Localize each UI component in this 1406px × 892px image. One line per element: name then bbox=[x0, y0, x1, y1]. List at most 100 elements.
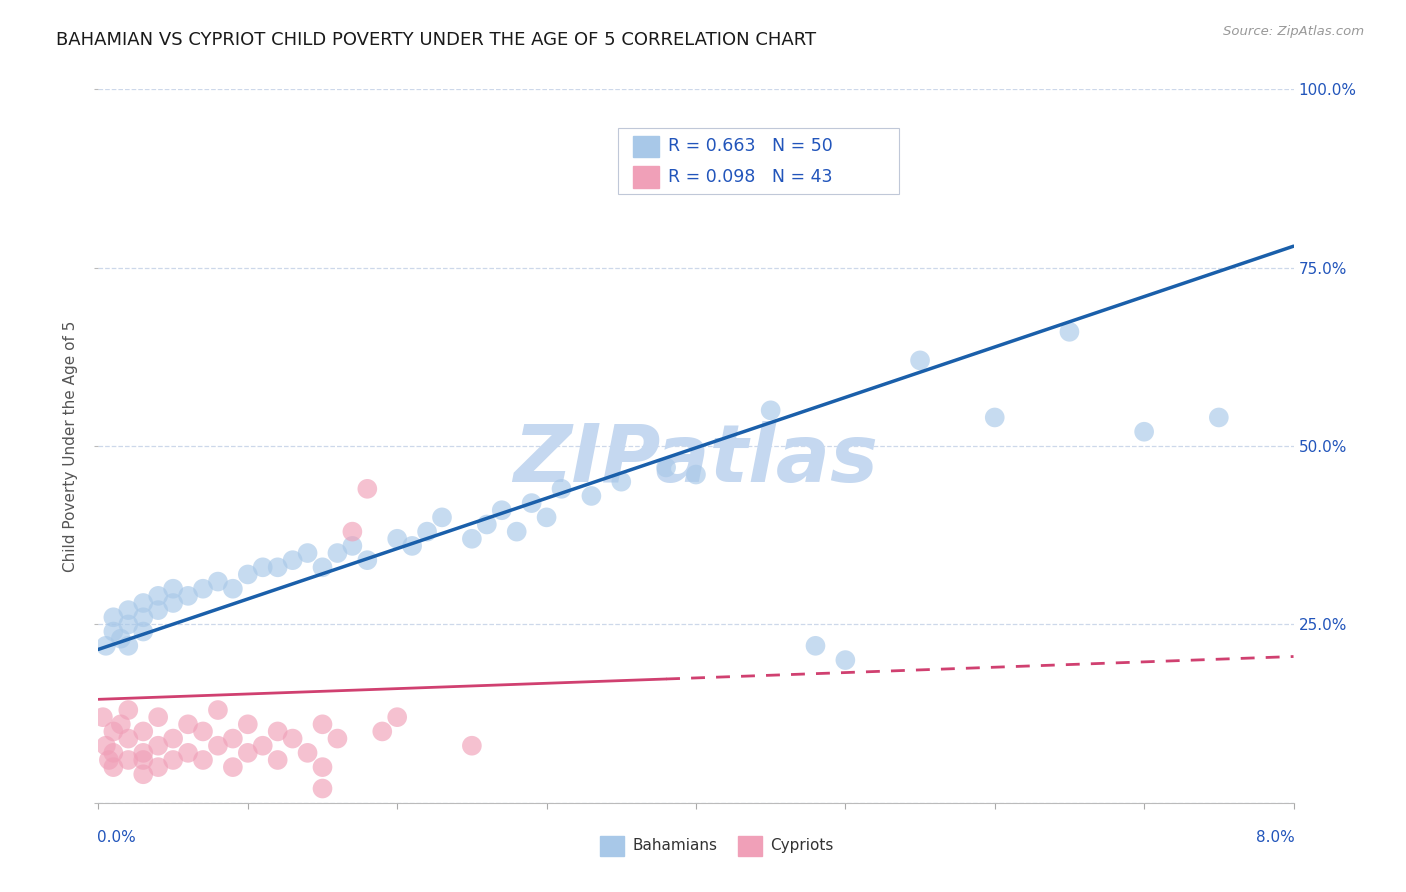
Point bbox=[236, 717, 259, 731]
Point bbox=[655, 460, 678, 475]
Point bbox=[461, 532, 484, 546]
Text: R = 0.663   N = 50: R = 0.663 N = 50 bbox=[668, 137, 834, 155]
Point bbox=[401, 539, 423, 553]
Point bbox=[416, 524, 439, 539]
Point bbox=[297, 746, 319, 760]
Point bbox=[834, 653, 856, 667]
Point bbox=[461, 739, 484, 753]
Point bbox=[297, 546, 319, 560]
Point bbox=[191, 582, 214, 596]
Point bbox=[252, 739, 274, 753]
Bar bbox=[738, 837, 762, 856]
Point bbox=[326, 546, 349, 560]
Point bbox=[117, 603, 139, 617]
Point bbox=[103, 610, 125, 624]
Point bbox=[342, 524, 364, 539]
Point bbox=[117, 703, 139, 717]
Point bbox=[103, 746, 125, 760]
Point bbox=[385, 532, 409, 546]
Point bbox=[1208, 410, 1230, 425]
Point bbox=[520, 496, 543, 510]
Point bbox=[356, 553, 378, 567]
Point bbox=[162, 753, 184, 767]
Point bbox=[117, 731, 139, 746]
Point bbox=[236, 746, 259, 760]
Point bbox=[984, 410, 1007, 425]
Point bbox=[371, 724, 394, 739]
Point bbox=[162, 596, 184, 610]
Point bbox=[148, 710, 170, 724]
Point bbox=[252, 560, 274, 574]
Point bbox=[132, 624, 155, 639]
Point bbox=[191, 753, 214, 767]
Point bbox=[267, 753, 290, 767]
Text: Cypriots: Cypriots bbox=[770, 838, 834, 853]
Point bbox=[94, 739, 117, 753]
Point bbox=[117, 617, 139, 632]
FancyBboxPatch shape bbox=[619, 128, 900, 194]
Point bbox=[94, 639, 117, 653]
Point bbox=[804, 639, 827, 653]
Point bbox=[132, 767, 155, 781]
Point bbox=[148, 589, 170, 603]
Bar bbox=[600, 837, 624, 856]
Text: R = 0.098   N = 43: R = 0.098 N = 43 bbox=[668, 168, 832, 186]
Point bbox=[207, 574, 229, 589]
Point bbox=[177, 717, 200, 731]
Point bbox=[177, 589, 200, 603]
Point bbox=[207, 703, 229, 717]
Point bbox=[148, 739, 170, 753]
Point bbox=[356, 482, 378, 496]
Point bbox=[550, 482, 572, 496]
Point bbox=[236, 567, 259, 582]
Text: BAHAMIAN VS CYPRIOT CHILD POVERTY UNDER THE AGE OF 5 CORRELATION CHART: BAHAMIAN VS CYPRIOT CHILD POVERTY UNDER … bbox=[56, 31, 817, 49]
Point bbox=[326, 731, 349, 746]
Point bbox=[1059, 325, 1081, 339]
Point bbox=[281, 553, 304, 567]
Point bbox=[311, 781, 333, 796]
Point bbox=[177, 746, 200, 760]
Point bbox=[110, 632, 132, 646]
Bar bbox=[633, 136, 659, 157]
Point bbox=[110, 717, 132, 731]
Text: 0.0%: 0.0% bbox=[97, 830, 136, 845]
Point bbox=[132, 746, 155, 760]
Point bbox=[132, 724, 155, 739]
Point bbox=[97, 753, 120, 767]
Point bbox=[191, 724, 214, 739]
Point bbox=[311, 560, 333, 574]
Point bbox=[222, 582, 245, 596]
Text: Source: ZipAtlas.com: Source: ZipAtlas.com bbox=[1223, 25, 1364, 38]
Point bbox=[148, 760, 170, 774]
Point bbox=[91, 710, 114, 724]
Y-axis label: Child Poverty Under the Age of 5: Child Poverty Under the Age of 5 bbox=[63, 320, 79, 572]
Point bbox=[311, 717, 333, 731]
Point bbox=[162, 582, 184, 596]
Point bbox=[132, 753, 155, 767]
Point bbox=[267, 724, 290, 739]
Point bbox=[311, 760, 333, 774]
Point bbox=[385, 710, 409, 724]
Point bbox=[491, 503, 513, 517]
Point bbox=[162, 731, 184, 746]
Point bbox=[103, 724, 125, 739]
Point bbox=[267, 560, 290, 574]
Point bbox=[759, 403, 782, 417]
Point bbox=[281, 731, 304, 746]
Point bbox=[207, 739, 229, 753]
Point bbox=[132, 610, 155, 624]
Point bbox=[148, 603, 170, 617]
Bar bbox=[633, 166, 659, 187]
Point bbox=[1133, 425, 1156, 439]
Text: 8.0%: 8.0% bbox=[1256, 830, 1295, 845]
Point bbox=[536, 510, 558, 524]
Point bbox=[581, 489, 603, 503]
Point bbox=[610, 475, 633, 489]
Point bbox=[222, 731, 245, 746]
Point bbox=[342, 539, 364, 553]
Point bbox=[908, 353, 931, 368]
Text: ZIPatlas: ZIPatlas bbox=[513, 421, 879, 500]
Point bbox=[103, 760, 125, 774]
Text: Bahamians: Bahamians bbox=[633, 838, 717, 853]
Point bbox=[506, 524, 529, 539]
